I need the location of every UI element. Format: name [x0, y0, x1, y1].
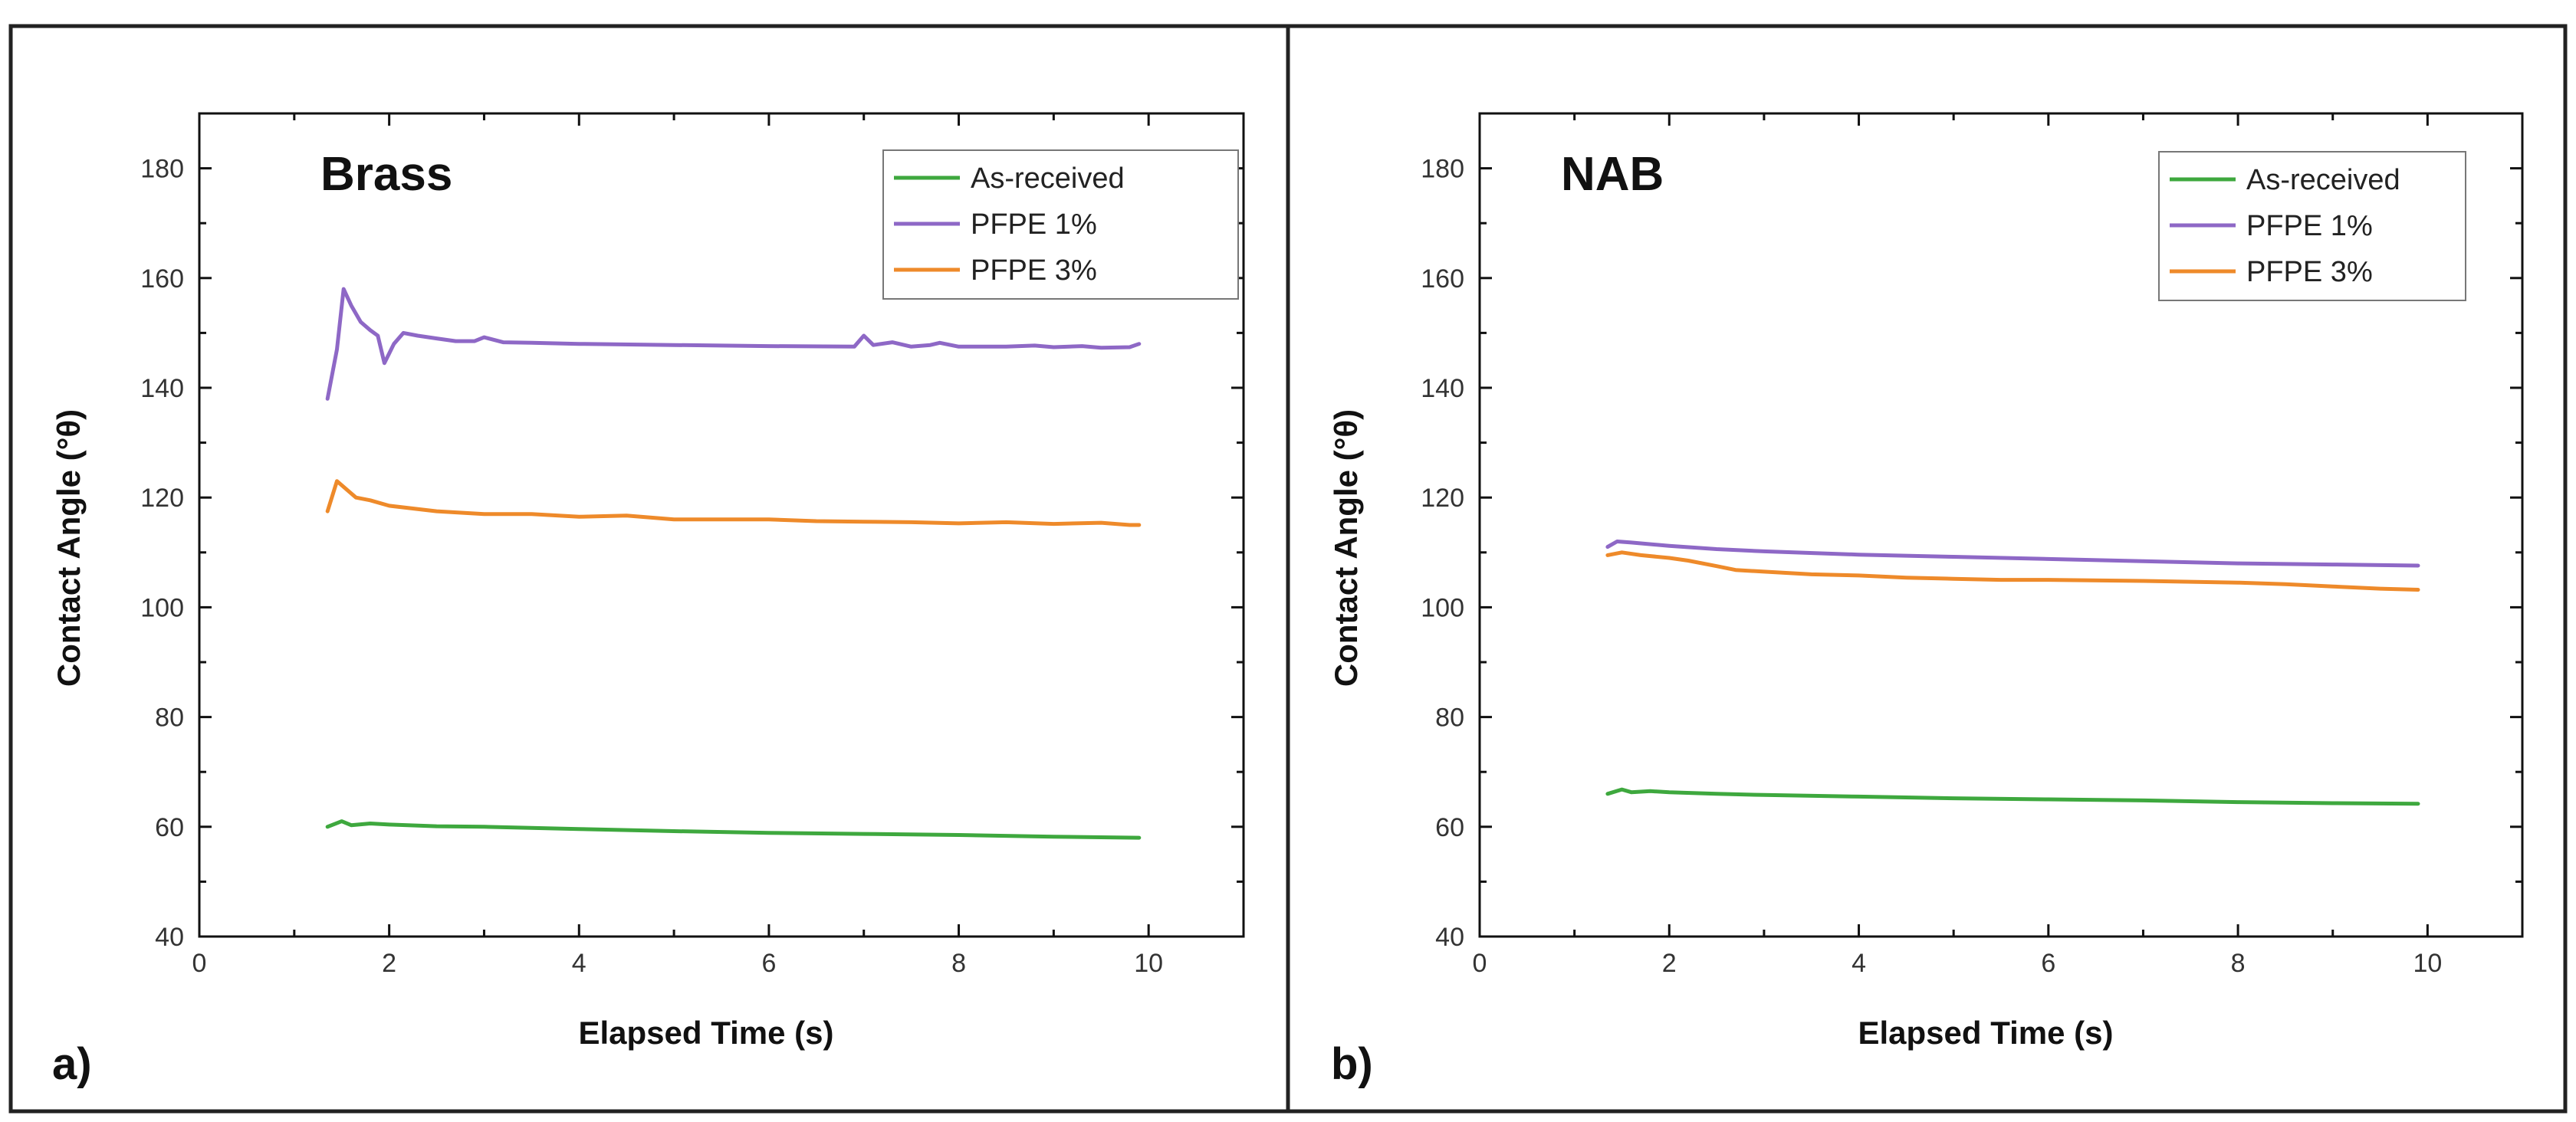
- panel-b-chart: 0 2 4 6 8 10 40 60 80 100 120 140 160 180 Elapsed Time…: [1328, 112, 2524, 1089]
- panel-b-y-tick-label: 40: [1435, 923, 1464, 952]
- panel-b-x-tick-label: 2: [1662, 949, 1677, 978]
- panel-a-plot-area: [198, 112, 1245, 938]
- panel-a-y-tick-label: 100: [140, 593, 184, 622]
- panel-b-y-tick-label: 160: [1421, 264, 1464, 294]
- panel-b-x-tick-label: 8: [2231, 949, 2246, 978]
- panel-a-chart: 0 2 4 6 8 10 40 60 80 100 120 140 160 180 Elapsed Time…: [51, 112, 1245, 1089]
- panel-a-x-tick-label: 4: [572, 949, 586, 978]
- panel-a-y-tick-label: 140: [140, 374, 184, 403]
- panel-b-label: b): [1331, 1039, 1373, 1089]
- panel-b-legend-label: PFPE 3%: [2246, 256, 2373, 288]
- panel-a-legend-label: PFPE 1%: [971, 208, 1097, 241]
- panel-b-y-axis-title: Contact Angle (°θ): [1328, 409, 1364, 687]
- panel-b-y-tick-label: 120: [1421, 484, 1464, 513]
- panel-b-x-axis-title: Elapsed Time (s): [1858, 1015, 2113, 1051]
- panel-a-label: a): [52, 1039, 92, 1089]
- panel-a-x-tick-label: 8: [951, 949, 966, 978]
- panel-b-y-tick-label: 100: [1421, 593, 1464, 622]
- panel-a-title: Brass: [320, 148, 452, 201]
- panel-b-plot-area: [1478, 112, 2524, 938]
- panel-b-series-as-received: [1605, 787, 2420, 806]
- panel-b-y-tick-label: 180: [1421, 155, 1464, 184]
- panel-a-y-tick-label: 80: [155, 704, 184, 733]
- panel-a-x-tick-label: 10: [1134, 949, 1163, 978]
- panel-a-legend-label: PFPE 3%: [971, 254, 1097, 287]
- panel-a-y-axis-title: Contact Angle (°θ): [51, 409, 87, 687]
- panel-b-x-tick-label: 0: [1473, 949, 1487, 978]
- panel-b-y-tick-label: 140: [1421, 374, 1464, 403]
- panel-a-y-tick-label: 60: [155, 813, 184, 842]
- panel-b-x-tick-label: 6: [2041, 949, 2055, 978]
- panel-a-y-tick-label: 40: [155, 923, 184, 952]
- panel-b-series-pfpe-1: [1605, 540, 2420, 568]
- panel-b-legend-label: PFPE 1%: [2246, 210, 2373, 242]
- panel-b-legend-label: As-received: [2246, 164, 2400, 196]
- panel-b-x-tick-label: 10: [2413, 949, 2442, 978]
- panel-a-y-tick-label: 180: [140, 155, 184, 184]
- panel-b-border: [1286, 24, 2568, 1114]
- panel-a-series-pfpe-3: [325, 479, 1142, 527]
- panel-a-x-tick-label: 2: [382, 949, 396, 978]
- panel-a-legend-label: As-received: [971, 162, 1125, 195]
- panel-a-x-tick-label: 6: [761, 949, 776, 978]
- panel-b-y-tick-label: 80: [1435, 704, 1464, 733]
- panel-a-series-as-received: [325, 819, 1142, 840]
- panel-b-y-tick-label: 60: [1435, 813, 1464, 842]
- panel-b-legend: [2158, 151, 2466, 301]
- panel-b-x-tick-label: 4: [1852, 949, 1866, 978]
- panel-a-y-tick-label: 120: [140, 484, 184, 513]
- panel-a-x-tick-label: 0: [192, 949, 207, 978]
- panel-b-title: NAB: [1561, 148, 1664, 201]
- panel-b-series-pfpe-3: [1605, 550, 2420, 592]
- panel-a-series-pfpe-1: [325, 287, 1142, 401]
- panel-a-x-axis-title: Elapsed Time (s): [578, 1015, 833, 1051]
- panel-a-y-tick-label: 160: [140, 264, 184, 294]
